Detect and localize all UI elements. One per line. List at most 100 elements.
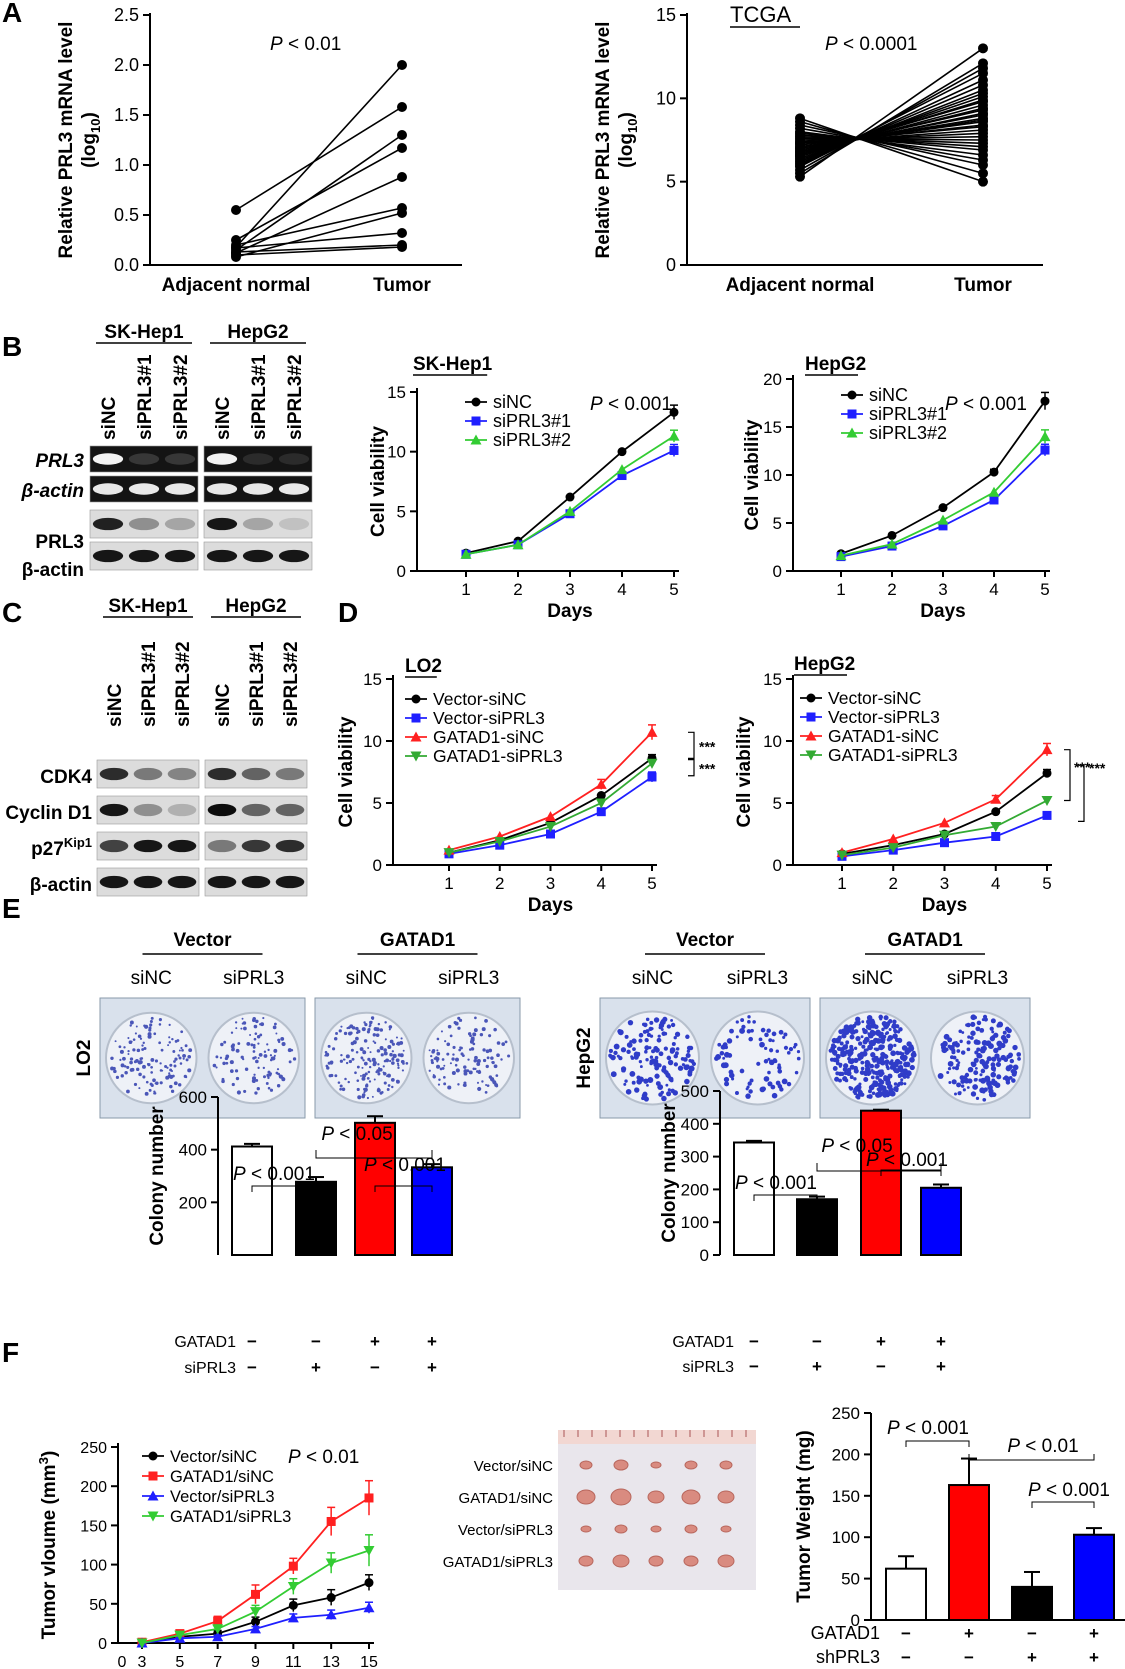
colony-dot (770, 1084, 776, 1090)
colony-dot (347, 1080, 350, 1084)
colony-dot (995, 1061, 1002, 1067)
y-tick-label: 50 (89, 1597, 107, 1614)
y-tick-label: 200 (179, 1193, 207, 1212)
blot-band (206, 483, 238, 495)
row-label: siPRL3 (184, 1360, 236, 1377)
colony-dot (504, 1040, 508, 1044)
colony-dot (149, 1082, 153, 1086)
tumor (717, 1490, 735, 1504)
data-point (397, 102, 407, 112)
colony-dot (880, 1044, 885, 1050)
colony-dot (384, 1038, 387, 1041)
colony-dot (857, 1041, 863, 1046)
pair-line (799, 124, 984, 166)
triangle-marker (363, 1602, 375, 1613)
colony-dot (154, 1059, 159, 1063)
colony-dot (391, 1050, 395, 1053)
legend-label: siPRL3#1 (869, 404, 947, 424)
colony-dot (835, 1071, 840, 1076)
y-tick-label: 15 (363, 670, 382, 689)
y-axis-label: Tumor vloume (mm3) (36, 1451, 60, 1640)
colony-dot (845, 1040, 850, 1045)
colony-dot (947, 1060, 954, 1067)
blot-band (242, 549, 274, 563)
colony-dot (490, 1056, 494, 1060)
triangle-marker (287, 1612, 299, 1623)
colony-dot (988, 1092, 995, 1098)
colony-dot (477, 1070, 482, 1075)
x-tick-label: 5 (669, 580, 678, 599)
comparison-bracket (315, 1150, 433, 1159)
colony-dot (975, 1096, 980, 1100)
blot-band (133, 875, 163, 889)
cell-line-label: HepG2 (227, 322, 288, 343)
blot-row-label: Cyclin D1 (5, 803, 92, 824)
colony-dot (395, 1058, 400, 1063)
colony-dot (158, 1041, 162, 1045)
x-tick-label: 3 (546, 874, 555, 893)
chart-F2: 0 50 100 150 200 250 Tumor Weight (mg) GATAD1 − +… (794, 1404, 1125, 1667)
square-marker (938, 521, 948, 531)
significance-bracket (688, 731, 695, 759)
chart-title: LO2 (405, 656, 442, 677)
colony-dot (430, 1054, 433, 1058)
sign-label: + (936, 1357, 946, 1376)
y-tick-label: 5 (666, 172, 676, 192)
sign-label: − (247, 1358, 257, 1377)
colony-dot (172, 1050, 176, 1053)
colony-dot (367, 1070, 371, 1074)
colony-dot (990, 1080, 996, 1086)
blot-band (167, 767, 197, 781)
y-axis-label-text: Colony number (659, 1103, 680, 1243)
colony-dot (669, 1078, 674, 1083)
colony-dot (159, 1062, 162, 1065)
colony-dot (626, 1049, 631, 1055)
colony-dot (433, 1057, 437, 1060)
colony-dot (485, 1064, 489, 1069)
colony-dot (495, 1074, 499, 1077)
circle-marker (326, 1593, 336, 1603)
blot-band (278, 549, 310, 563)
blot-row-label: β-actin (22, 560, 84, 581)
colony-dot (620, 1047, 627, 1053)
colony-dot (849, 1064, 855, 1070)
colony-dot (647, 1077, 654, 1083)
colony-dot (254, 1056, 257, 1059)
colony-dot (662, 1065, 667, 1070)
colony-dot (481, 1080, 484, 1083)
blot-band (206, 549, 238, 563)
colony-dot (624, 1079, 628, 1083)
colony-dot (371, 1017, 374, 1021)
colony-dot (120, 1074, 124, 1078)
p-symbol: P (1007, 1436, 1020, 1457)
plate-row-label: HepG2 (574, 1027, 595, 1088)
colony-dot (350, 1048, 354, 1052)
colony-dot (860, 1066, 865, 1071)
colony-dot (905, 1061, 911, 1067)
x-tick-label: 5 (175, 1654, 184, 1669)
sign-label: − (901, 1648, 911, 1667)
colony-dot (457, 1083, 460, 1086)
blot-band (207, 803, 237, 817)
p-value-text: < 0.01 (1020, 1436, 1079, 1457)
colony-dot (1011, 1078, 1016, 1083)
x-tick-label: Adjacent normal (162, 275, 311, 296)
y-tick-label: 5 (373, 794, 382, 813)
colony-dot (473, 1058, 478, 1063)
colony-dot (164, 1064, 168, 1068)
colony-dot (839, 1041, 844, 1046)
colony-dot (493, 1064, 498, 1069)
colony-dot (252, 1016, 256, 1021)
colony-dot (185, 1058, 189, 1062)
colony-dot (654, 1073, 660, 1079)
colony-dot (859, 1070, 865, 1075)
pair-line (799, 135, 984, 145)
colony-dot (863, 1076, 869, 1082)
colony-dot (616, 1054, 620, 1058)
colony-dot (165, 1075, 170, 1080)
colony-dot (229, 1069, 234, 1073)
colony-dot (949, 1055, 954, 1060)
colony-dot (437, 1083, 441, 1086)
tumor-row-label: Vector/siPRL3 (458, 1522, 553, 1539)
colony-dot (356, 1065, 360, 1069)
